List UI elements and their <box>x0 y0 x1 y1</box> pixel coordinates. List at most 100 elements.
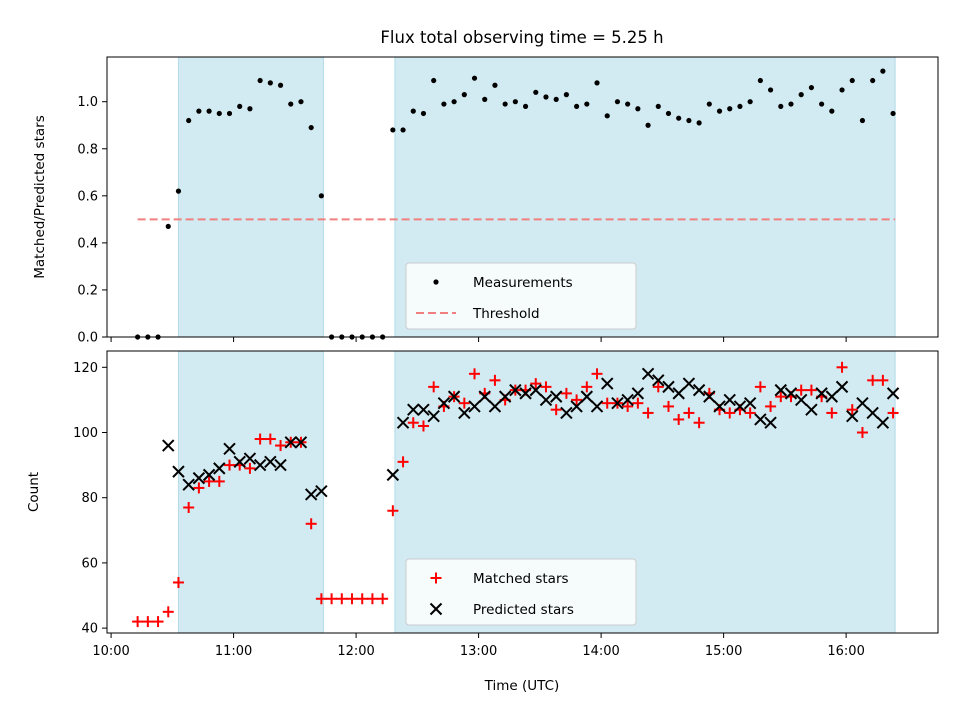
measurements-point <box>716 108 723 114</box>
matched-stars-point <box>458 397 470 409</box>
y-tick-label: 0.2 <box>77 283 98 298</box>
measurements-point <box>186 117 192 124</box>
predicted-stars-point <box>662 380 675 394</box>
predicted-stars-point <box>243 452 257 465</box>
predicted-stars-point <box>672 387 685 400</box>
matched-stars-point <box>397 456 409 468</box>
matched-stars-point <box>632 397 644 409</box>
measurements-point <box>390 127 396 133</box>
matched-stars-point <box>152 616 164 628</box>
measurements-point <box>737 103 743 110</box>
predicted-stars-point <box>447 390 461 403</box>
measurements-point <box>890 110 896 117</box>
matched-stars-point <box>336 593 348 605</box>
predicted-stars-point <box>815 387 828 400</box>
measurements-point <box>614 99 621 105</box>
predicted-stars-point <box>274 458 287 472</box>
ratio-legend: Measurements Threshold <box>405 262 637 330</box>
legend-box <box>405 558 637 626</box>
measurements-point <box>247 106 253 112</box>
matched-stars-point <box>326 593 338 605</box>
predicted-stars-point <box>315 484 328 498</box>
predicted-stars-point <box>417 403 430 416</box>
matched-stars-legend-swatch <box>430 572 442 584</box>
matched-stars-point <box>856 427 868 439</box>
matched-stars-point <box>601 397 613 409</box>
matched-stars-point <box>673 413 685 425</box>
matched-stars-point <box>254 433 266 445</box>
matched-stars-point <box>591 368 603 380</box>
measurements-point <box>829 108 835 114</box>
matched-stars-point <box>244 462 256 474</box>
measurements-point <box>257 77 263 84</box>
matched-stars-point <box>754 381 766 393</box>
predicted-stars-point <box>539 393 553 407</box>
y-tick-label: 80 <box>81 491 98 506</box>
x-axis-label: Time (UTC) <box>484 678 560 694</box>
matched-stars-point <box>652 381 664 393</box>
predicted-stars-point <box>498 390 512 403</box>
predicted-stars-point <box>458 406 471 420</box>
x-tick-label: 12:00 <box>337 644 374 659</box>
matched-stars-point <box>560 387 572 399</box>
predicted-stars-point <box>866 406 879 420</box>
measurements-point <box>431 77 437 84</box>
predicted-stars-point <box>519 387 532 400</box>
measurements-point <box>226 110 233 117</box>
predicted-stars-point <box>427 409 440 423</box>
matched-stars-point <box>213 475 225 487</box>
predicted-stars-point <box>253 458 267 472</box>
predicted-stars-point <box>304 488 318 501</box>
matched-stars-point <box>826 407 838 419</box>
predicted-stars-point <box>488 400 502 413</box>
measurements-point <box>165 223 171 230</box>
matched-stars-point <box>836 361 848 373</box>
predicted-stars-point <box>876 416 890 429</box>
x-tick-label: 16:00 <box>827 644 864 659</box>
x-tick-label: 13:00 <box>460 644 497 659</box>
measurements-point <box>288 101 294 107</box>
predicted-stars-point <box>284 436 297 449</box>
predicted-stars-point <box>386 468 400 482</box>
measurements-point <box>308 124 314 131</box>
predicted-stars-legend-swatch <box>429 602 443 616</box>
predicted-stars-point <box>233 455 246 469</box>
matched-stars-legend-label: Matched stars <box>473 571 569 587</box>
matched-stars-point <box>540 381 552 393</box>
count-panel-frame <box>106 350 939 634</box>
matched-stars-point <box>377 593 389 605</box>
matched-stars-point <box>275 440 287 452</box>
y-tick-label: 100 <box>73 426 98 441</box>
measurements-point <box>594 80 600 86</box>
count-panel: 40 60 80 100 120 10:00 11:00 12:00 13:00 14:00 15… <box>26 350 939 659</box>
legend-box <box>405 262 637 330</box>
measurements-point <box>563 92 569 98</box>
measurements-point <box>267 80 273 86</box>
matched-stars-point <box>366 593 378 605</box>
measurements-point <box>747 99 753 105</box>
x-tick-label: 11:00 <box>215 644 252 659</box>
matched-stars-point <box>193 482 205 494</box>
measurements-point <box>604 113 610 119</box>
predicted-stars-point <box>192 471 206 485</box>
measurements-point <box>420 110 427 117</box>
y-tick-label: 0.6 <box>77 189 98 204</box>
predicted-stars-point <box>162 439 175 452</box>
observing-interval-1 <box>177 350 324 634</box>
y-tick-label: 0.8 <box>77 142 98 157</box>
x-tick-label: 14:00 <box>582 644 619 659</box>
measurements-point <box>757 77 763 84</box>
y-tick-label: 1.0 <box>77 95 98 110</box>
measurements-point <box>645 122 651 128</box>
predicted-stars-point <box>784 387 798 400</box>
matched-stars-point <box>887 407 899 419</box>
measurements-point <box>686 117 692 124</box>
predicted-stars-point <box>202 468 216 482</box>
x-tick-label: 15:00 <box>705 644 742 659</box>
predicted-stars-point <box>580 390 594 403</box>
measurements-point <box>216 110 222 117</box>
predicted-stars-point <box>396 416 410 429</box>
measurements-point <box>655 103 661 110</box>
predicted-stars-legend-label: Predicted stars <box>473 602 574 618</box>
matched-stars-point <box>162 606 174 618</box>
